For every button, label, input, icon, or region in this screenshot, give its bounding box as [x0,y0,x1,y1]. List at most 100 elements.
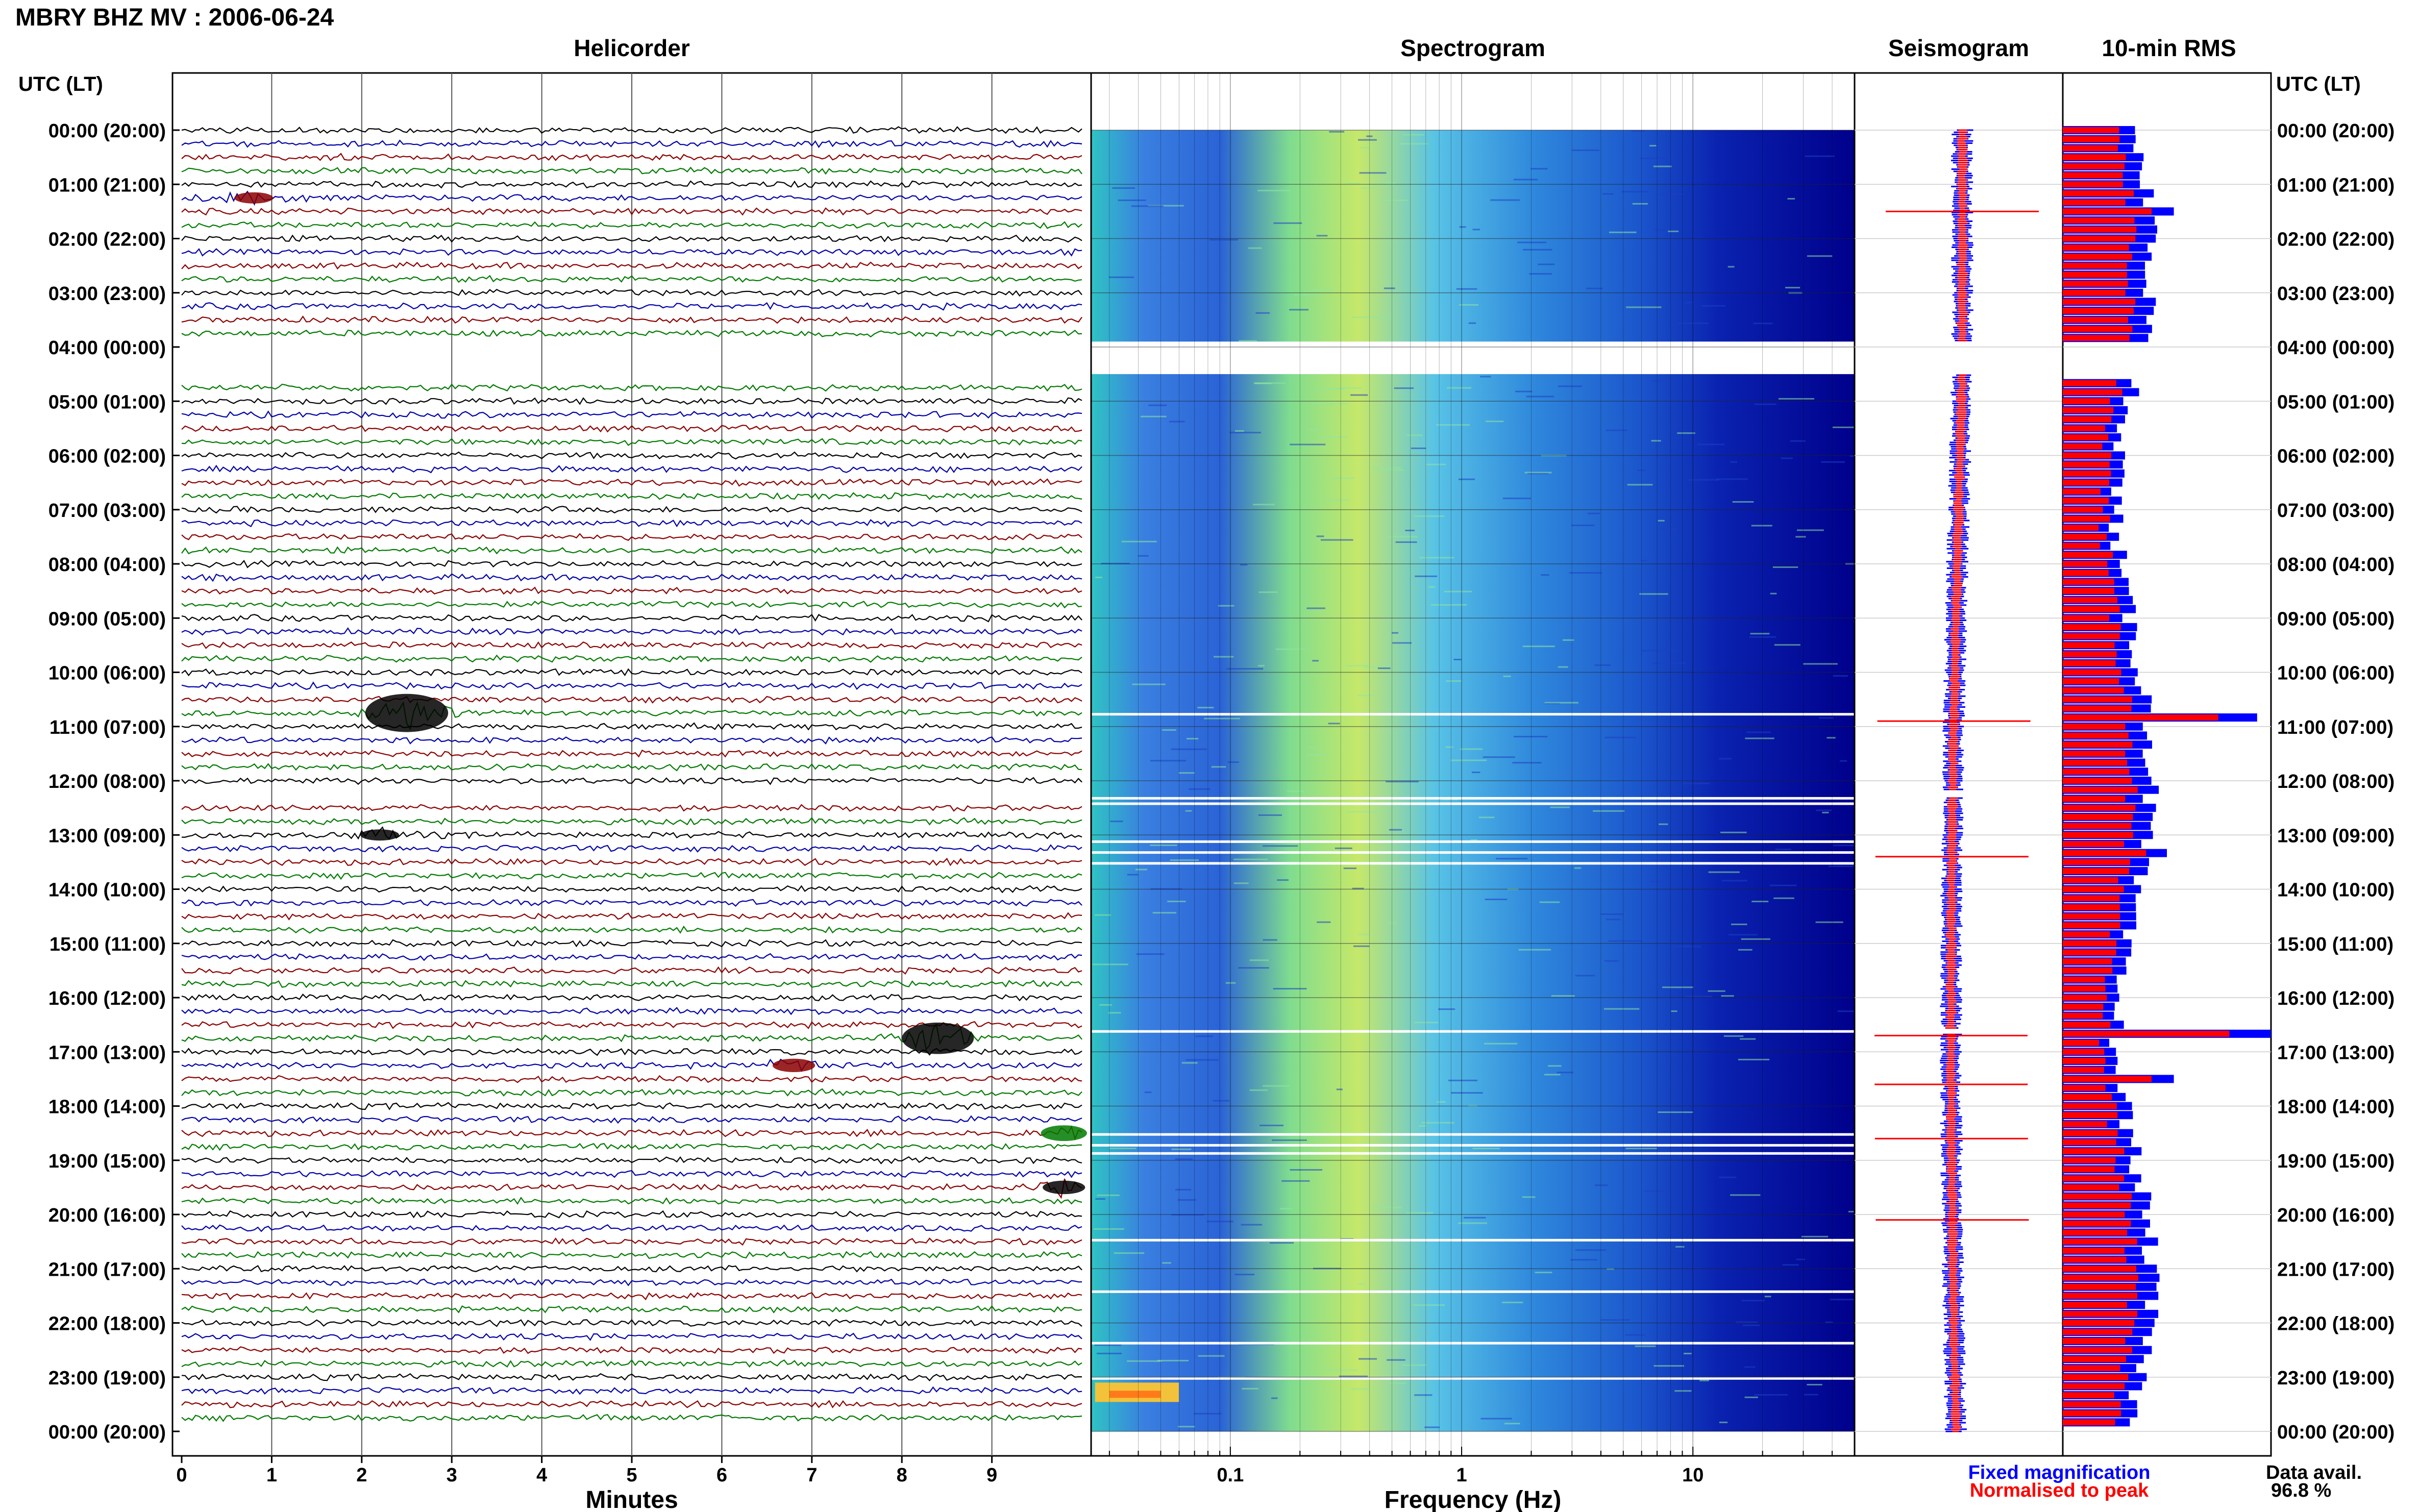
spectrogram-cell [1721,880,1747,882]
spectrogram-cell [1822,811,1829,813]
rms-bar-normalised [2063,181,2123,188]
rms-bar-normalised [2063,271,2127,278]
helicorder-trace [181,939,1082,948]
spectrogram-cell [1653,1365,1684,1367]
spectrogram-cell [1575,1249,1607,1251]
spectrogram-cell [1716,478,1748,480]
spectrogram-cell [1522,646,1555,648]
spectrogram-cell [1109,1147,1137,1149]
spectrogram-cell [1600,913,1624,915]
spectrogram-cell [1272,1139,1307,1141]
spectrogram-cell [1840,760,1847,762]
rms-bar-normalised [2063,1166,2115,1173]
rms-bar-normalised [2063,515,2110,522]
helicorder-x-tick-label: 4 [536,1465,547,1486]
spectrogram-cell [1317,921,1331,923]
spectrogram-cell [1175,1158,1193,1160]
spectrogram-cell [1177,1426,1195,1428]
legend-normalised-to-peak: Normalised to peak [1970,1480,2149,1501]
spectrogram-cell [1730,461,1738,463]
spectrogram-x-tick-label: 10 [1682,1465,1704,1486]
spectrogram-cell [1372,1206,1402,1208]
spectrogram-cell [1743,1324,1760,1326]
spectrogram-cell [1260,1124,1283,1126]
spectrogram-cell [1277,879,1289,881]
helicorder-trace [181,153,1082,162]
rms-bar-normalised [2063,1229,2128,1236]
helicorder-trace [181,1102,1082,1110]
spectrogram-cell [1372,467,1401,469]
spectrogram-cell [1131,205,1164,207]
y-tick-label-left: 20:00 (16:00) [48,1205,166,1226]
spectrogram-cell [1415,575,1438,577]
rms-bar-normalised [2063,633,2120,639]
spectrogram-cell [1186,738,1199,740]
helicorder-trace [181,1346,1082,1354]
spectrogram-cell [1392,632,1399,634]
rms-bar-normalised [2063,552,2113,558]
spectrogram-cell [1651,380,1667,382]
y-tick-label-left: 05:00 (01:00) [48,391,166,413]
helicorder-trace [181,464,1082,474]
helicorder-trace [181,329,1082,338]
rms-bar-normalised [2063,479,2110,486]
rms-bar-normalised [2063,922,2120,929]
y-tick-label-right: 14:00 (10:00) [2277,880,2395,901]
spectrogram-cell [1677,432,1695,434]
helicorder-trace [181,546,1082,555]
helicorder-trace [181,190,1082,206]
y-tick-label-right: 20:00 (16:00) [2277,1205,2395,1226]
spectrogram-cell [1513,179,1538,181]
spectrogram-cell [1738,949,1752,951]
spectrogram-cell [1092,963,1128,965]
rms-bar-normalised [2063,1139,2116,1146]
helicorder-trace [181,126,1082,134]
rms-bar-normalised [2063,172,2123,179]
spectrogram-cell [1708,871,1740,873]
spectrogram-cell [1652,662,1686,664]
helicorder-trace [181,275,1082,283]
rms-bar-normalised [2063,226,2137,233]
spectrogram-cell [1389,536,1418,538]
spectrogram-cell [1731,923,1747,925]
rms-bar-normalised [2063,262,2127,269]
spectrogram-cell [1677,322,1709,324]
spectrogram-cell [1732,501,1754,503]
spectrogram-cell [1480,376,1491,378]
spectrogram-cell [1186,1059,1219,1061]
rms-bar-normalised [2063,606,2120,612]
spectrogram-cell [1294,294,1320,296]
rms-bar-normalised [2063,1419,2115,1426]
spectrogram-cell [1504,1423,1520,1425]
y-tick-label-right: 17:00 (13:00) [2277,1042,2395,1063]
rms-bar-normalised [2063,470,2111,477]
rms-bar-normalised [2063,1401,2121,1407]
spectrogram-cell [1723,1035,1744,1037]
spectrogram-cell [1357,1283,1364,1285]
rms-bar-normalised [2063,660,2116,666]
spectrogram-cell [1708,990,1725,992]
spectrogram-cell [1257,189,1291,191]
spectrogram-cell [1544,702,1578,704]
spectrogram-cell [1609,231,1637,233]
spectrogram-cell [1495,858,1528,860]
rms-bar-normalised [2063,588,2115,594]
spectrogram-cell [1600,1319,1631,1321]
y-tick-label-right: 00:00 (20:00) [2277,1422,2395,1443]
y-tick-label-left: 15:00 (11:00) [50,934,166,955]
rms-bar-normalised [2063,1121,2107,1127]
spectrogram-cell [1110,821,1123,823]
spectrogram-cell [1157,1359,1189,1361]
rms-bar-normalised [2063,949,2116,956]
helicorder-event-burst [772,1058,816,1073]
spectrogram-cell [1640,157,1673,159]
helicorder-trace [181,681,1082,690]
helicorder-event-burst [234,192,274,204]
y-tick-label-left: 02:00 (22:00) [48,229,166,251]
helicorder-trace [181,696,1082,704]
helicorder-trace [181,1319,1082,1327]
spectrogram-cell [1744,1396,1758,1398]
spectrogram-cell [1150,844,1177,846]
rms-bar-normalised [2063,1365,2120,1372]
helicorder-x-tick-label: 3 [447,1465,457,1486]
